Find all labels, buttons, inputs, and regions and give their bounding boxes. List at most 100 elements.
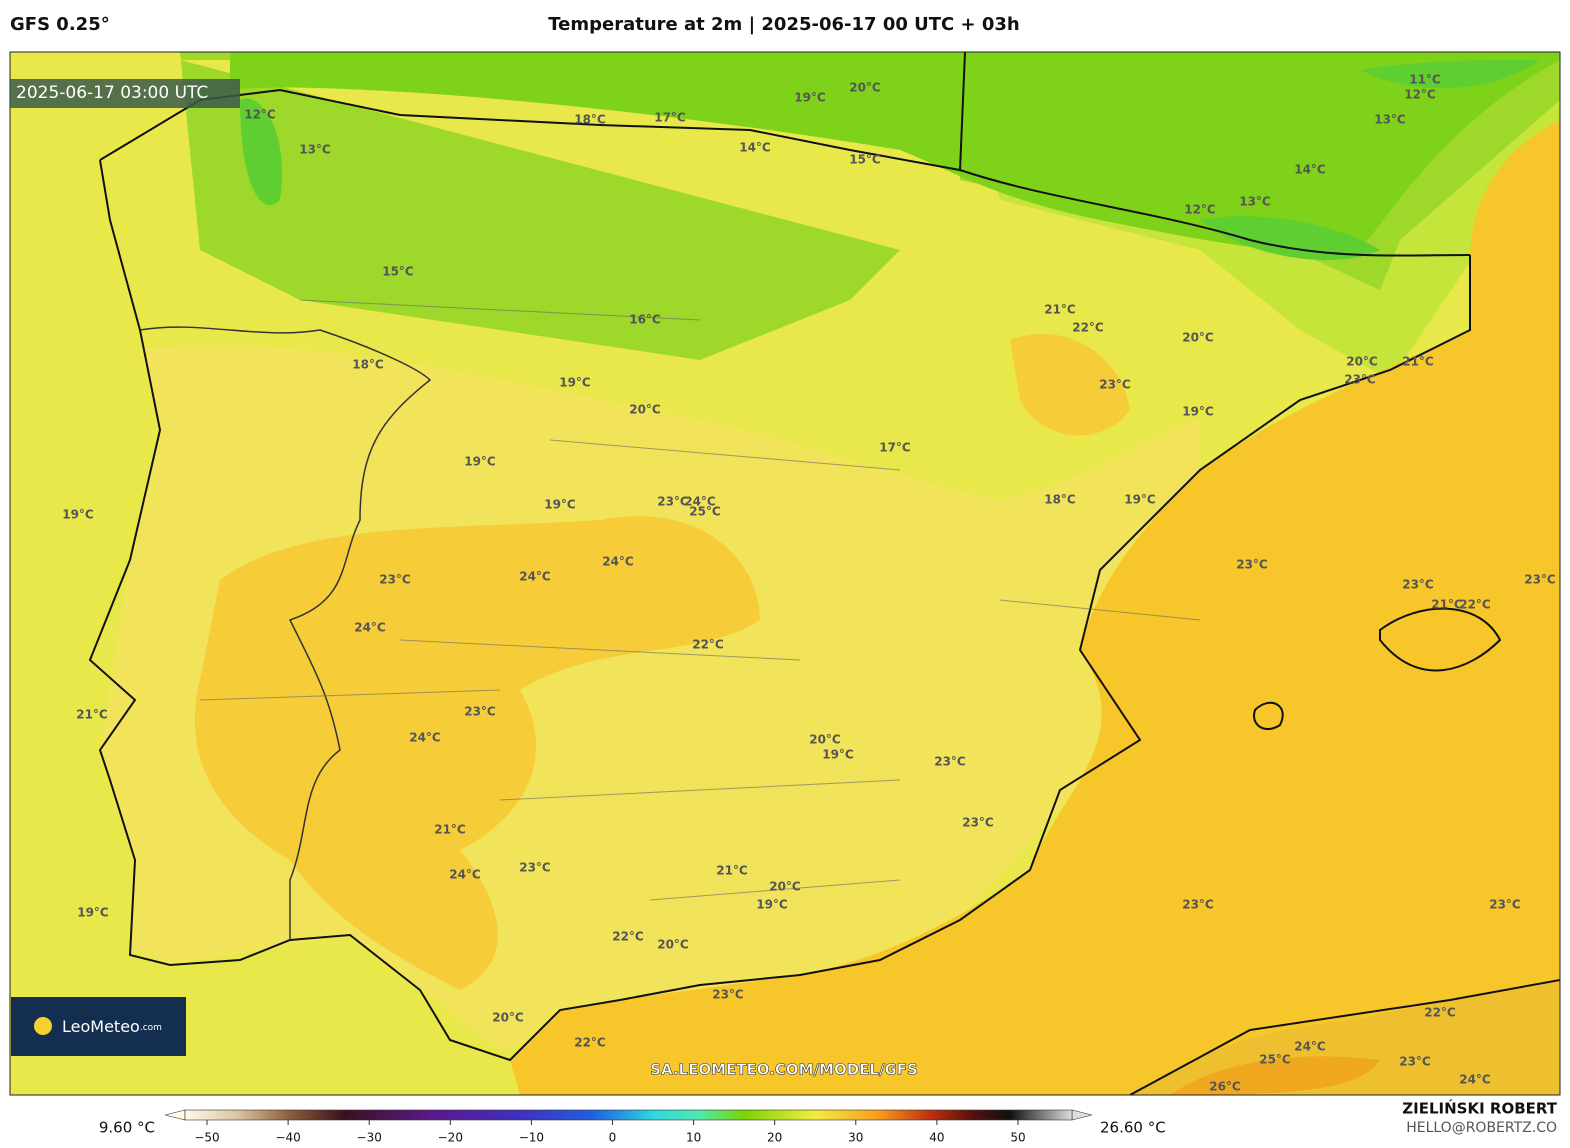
colorbar [184, 1109, 1073, 1121]
contour-label: 23°C [464, 705, 496, 719]
contour-label: 21°C [1402, 355, 1434, 369]
author: ZIELIŃSKI ROBERT [1402, 1099, 1557, 1118]
border [959, 169, 1471, 257]
colorbar-tick-label: 50 [1010, 1131, 1025, 1145]
contour-label: 22°C [692, 638, 724, 652]
max-value: 26.60 °C [1100, 1119, 1166, 1137]
colorbar-tick-label: −10 [519, 1131, 544, 1145]
logo-sun [34, 1017, 52, 1035]
contour-label: 24°C [602, 555, 634, 569]
map: 12°C13°C18°C 17°C19°C20°C14°C15°C11°C12°C… [10, 52, 1560, 1095]
colorbar-arrow [1071, 1109, 1093, 1121]
contour-label: 13°C [1374, 113, 1406, 127]
colorbar-tick-label: −50 [194, 1131, 219, 1145]
contour-label: 19°C [822, 748, 854, 762]
contour-label: 21°C [76, 708, 108, 722]
email: HELLO@ROBERTZ.CO [1406, 1120, 1557, 1136]
contour-label: 19°C [794, 91, 826, 105]
logo: LeoMeteo.com [62, 1017, 162, 1036]
sea-warm [510, 120, 1560, 1095]
contour-label: 24°C [449, 868, 481, 882]
contour-label: 20°C [492, 1011, 524, 1025]
contour-label: 17°C [654, 111, 686, 125]
contour-label: 19°C [1124, 493, 1156, 507]
contour-label: 21°C [1431, 598, 1463, 612]
contour-label: 15°C [849, 153, 881, 167]
region-border [199, 299, 1201, 901]
timestamp: 2025-06-17 03:00 UTC [16, 83, 208, 103]
contour-labels: 12°C13°C18°C 17°C19°C20°C14°C15°C11°C12°C… [62, 73, 1556, 1094]
contour-label: 14°C [1294, 163, 1326, 177]
contour-label: 13°C [1239, 195, 1271, 209]
contour-label: 20°C [1182, 331, 1214, 345]
contour-label: 23°C [712, 988, 744, 1002]
timestamp-box [10, 79, 240, 108]
contour-label: 20°C [629, 403, 661, 417]
model-name: GFS 0.25° [10, 14, 110, 35]
contour-label: 24°C [409, 731, 441, 745]
colorbar-tick-label: −20 [438, 1131, 463, 1145]
colorbar-tick-label: 30 [848, 1131, 863, 1145]
contour-label: 23°C [1524, 573, 1556, 587]
contour-label: 19°C [756, 898, 788, 912]
contour-label: 23°C [1399, 1055, 1431, 1069]
contour-label: 22°C [1072, 321, 1104, 335]
border [139, 326, 432, 940]
colorbar-tick-label: 0 [609, 1131, 617, 1145]
contour-label: 20°C [849, 81, 881, 95]
island [1253, 701, 1284, 730]
contour-label: 22°C [574, 1036, 606, 1050]
logo-suffix: .com [140, 1023, 162, 1033]
contour-label: 21°C [716, 864, 748, 878]
colorbar-arrow [164, 1109, 186, 1121]
contour-label: 19°C [544, 498, 576, 512]
contour-label: 18°C [352, 358, 384, 372]
contour-label: 22°C [612, 930, 644, 944]
africa-hot [1170, 1056, 1380, 1095]
contour-label: 23°C [1236, 558, 1268, 572]
contour-label: 26°C [1209, 1080, 1241, 1094]
contour-label: 24°C [684, 495, 716, 509]
contour-label: 24°C [1294, 1040, 1326, 1054]
contour-label: 18°C [574, 113, 606, 127]
contour-label: 23°C [1402, 578, 1434, 592]
colorbar-tick-label: 20 [767, 1131, 782, 1145]
map-frame [9, 51, 1561, 1096]
contour-label: 23°C [1182, 898, 1214, 912]
contour-label: 23°C [1099, 378, 1131, 392]
contour-label: 20°C [1346, 355, 1378, 369]
contour-label: 11°C [1409, 73, 1441, 87]
warm-zone [1010, 333, 1130, 436]
colorbar-tick-label: 40 [929, 1131, 944, 1145]
contour-label: 21°C [434, 823, 466, 837]
contour-label: 22°C [1459, 598, 1491, 612]
contour-label: 12°C [1404, 88, 1436, 102]
contour-label: 23°C [1489, 898, 1521, 912]
contour-label: 13°C [299, 143, 331, 157]
contour-label: 24°C [519, 570, 551, 584]
contour-label: 19°C [464, 455, 496, 469]
contour-label: 23°C [1344, 373, 1376, 387]
url: SA.LEOMETEO.COM/MODEL/GFS [650, 1061, 918, 1079]
contour-label: 24°C [1459, 1073, 1491, 1087]
contour-label: 19°C [559, 376, 591, 390]
min-value: 9.60 °C [99, 1119, 155, 1137]
warm-zone [194, 516, 760, 990]
map-title: Temperature at 2m | 2025-06-17 00 UTC + … [548, 14, 1019, 35]
colorbar-tick-label: 10 [686, 1131, 701, 1145]
contour-label: 23°C [379, 573, 411, 587]
cold-zone [230, 52, 1560, 253]
contour-label: 24°C [354, 621, 386, 635]
contour-label: 23°C [934, 755, 966, 769]
logo-name: LeoMeteo [62, 1017, 140, 1036]
contour-label: 20°C [657, 938, 689, 952]
contour-label: 16°C [629, 313, 661, 327]
contour-label: 14°C [739, 141, 771, 155]
contour-label: 19°C [77, 906, 109, 920]
contour-label: 21°C [1044, 303, 1076, 317]
contour-label: 17°C [879, 441, 911, 455]
contour-label: 23°C [657, 495, 689, 509]
contour-label: 19°C [62, 508, 94, 522]
contour-label: 25°C [689, 505, 721, 519]
